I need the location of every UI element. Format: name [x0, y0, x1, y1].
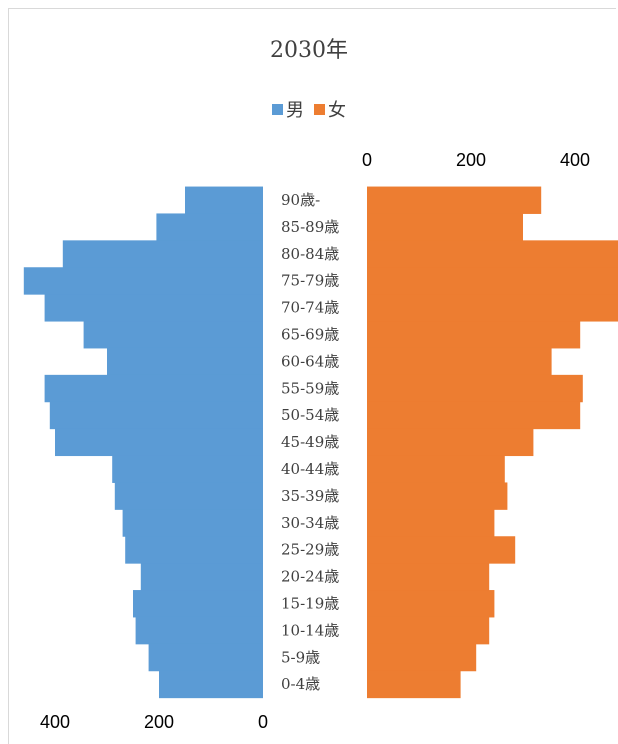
right-axis-tick-label: 400 [560, 150, 590, 170]
category-label: 75-79歳 [281, 272, 339, 290]
male-bar [44, 294, 263, 322]
male-bar [83, 321, 263, 349]
female-bar [367, 294, 618, 322]
female-bar [367, 670, 461, 699]
female-bar [367, 240, 618, 268]
male-bar [112, 455, 263, 483]
male-bar [125, 536, 263, 564]
legend-item-female: 女 [314, 96, 346, 122]
male-bar [44, 374, 263, 403]
category-label: 5-9歳 [281, 648, 320, 666]
category-label: 25-29歳 [281, 541, 339, 559]
female-bar [367, 509, 495, 537]
legend-item-male: 男 [272, 96, 304, 122]
category-label: 85-89歳 [281, 218, 339, 236]
male-bar [185, 186, 263, 214]
category-label: 0-4歳 [281, 675, 320, 693]
male-bar [122, 509, 263, 537]
female-bar [367, 321, 581, 349]
category-label: 40-44歳 [281, 460, 339, 478]
chart-title: 2030年 [270, 38, 348, 63]
left-axis-tick-label: 400 [40, 712, 70, 732]
legend-label-male: 男 [286, 100, 304, 121]
category-label: 45-49歳 [281, 433, 339, 451]
category-label: 15-19歳 [281, 595, 339, 613]
category-label: 60-64歳 [281, 352, 339, 370]
male-bar [23, 267, 263, 295]
category-label: 20-24歳 [281, 568, 339, 586]
male-bar [55, 428, 263, 457]
female-bar [367, 213, 523, 241]
chart-frame [8, 8, 616, 744]
female-bar [367, 347, 552, 376]
legend-swatch-male [272, 103, 283, 115]
category-label: 30-34歳 [281, 514, 339, 532]
female-bar [367, 482, 508, 510]
female-bar [367, 616, 490, 645]
legend: 男 女 [0, 96, 618, 122]
male-bar [62, 240, 263, 268]
female-bar [367, 267, 618, 295]
category-label: 90歳- [281, 191, 320, 209]
left-axis-tick-label: 0 [258, 712, 268, 732]
category-label: 70-74歳 [281, 299, 339, 317]
legend-label-female: 女 [328, 100, 346, 121]
right-axis-tick-label: 200 [456, 150, 486, 170]
female-bar [367, 536, 516, 564]
left-axis-tick-label: 200 [144, 712, 174, 732]
category-label: 65-69歳 [281, 326, 339, 344]
female-bar [367, 401, 581, 430]
male-bar [148, 643, 263, 672]
female-bar [367, 374, 583, 403]
female-bar [367, 428, 534, 457]
female-bar [367, 455, 505, 483]
male-bar [159, 670, 263, 699]
category-label: 80-84歳 [281, 245, 339, 263]
male-bar [133, 590, 263, 618]
female-bar [367, 563, 490, 591]
male-bar [140, 563, 263, 591]
category-label: 55-59歳 [281, 379, 339, 397]
female-bar [367, 643, 477, 672]
legend-swatch-female [314, 103, 325, 115]
category-label: 50-54歳 [281, 406, 339, 424]
category-label: 10-14歳 [281, 621, 339, 639]
male-bar [114, 482, 263, 510]
male-bar [49, 401, 263, 430]
right-axis-tick-label: 0 [362, 150, 372, 170]
female-bar [367, 186, 542, 214]
male-bar [135, 616, 263, 645]
male-bar [156, 213, 263, 241]
female-bar [367, 590, 495, 618]
category-label: 35-39歳 [281, 487, 339, 505]
male-bar [107, 347, 263, 376]
